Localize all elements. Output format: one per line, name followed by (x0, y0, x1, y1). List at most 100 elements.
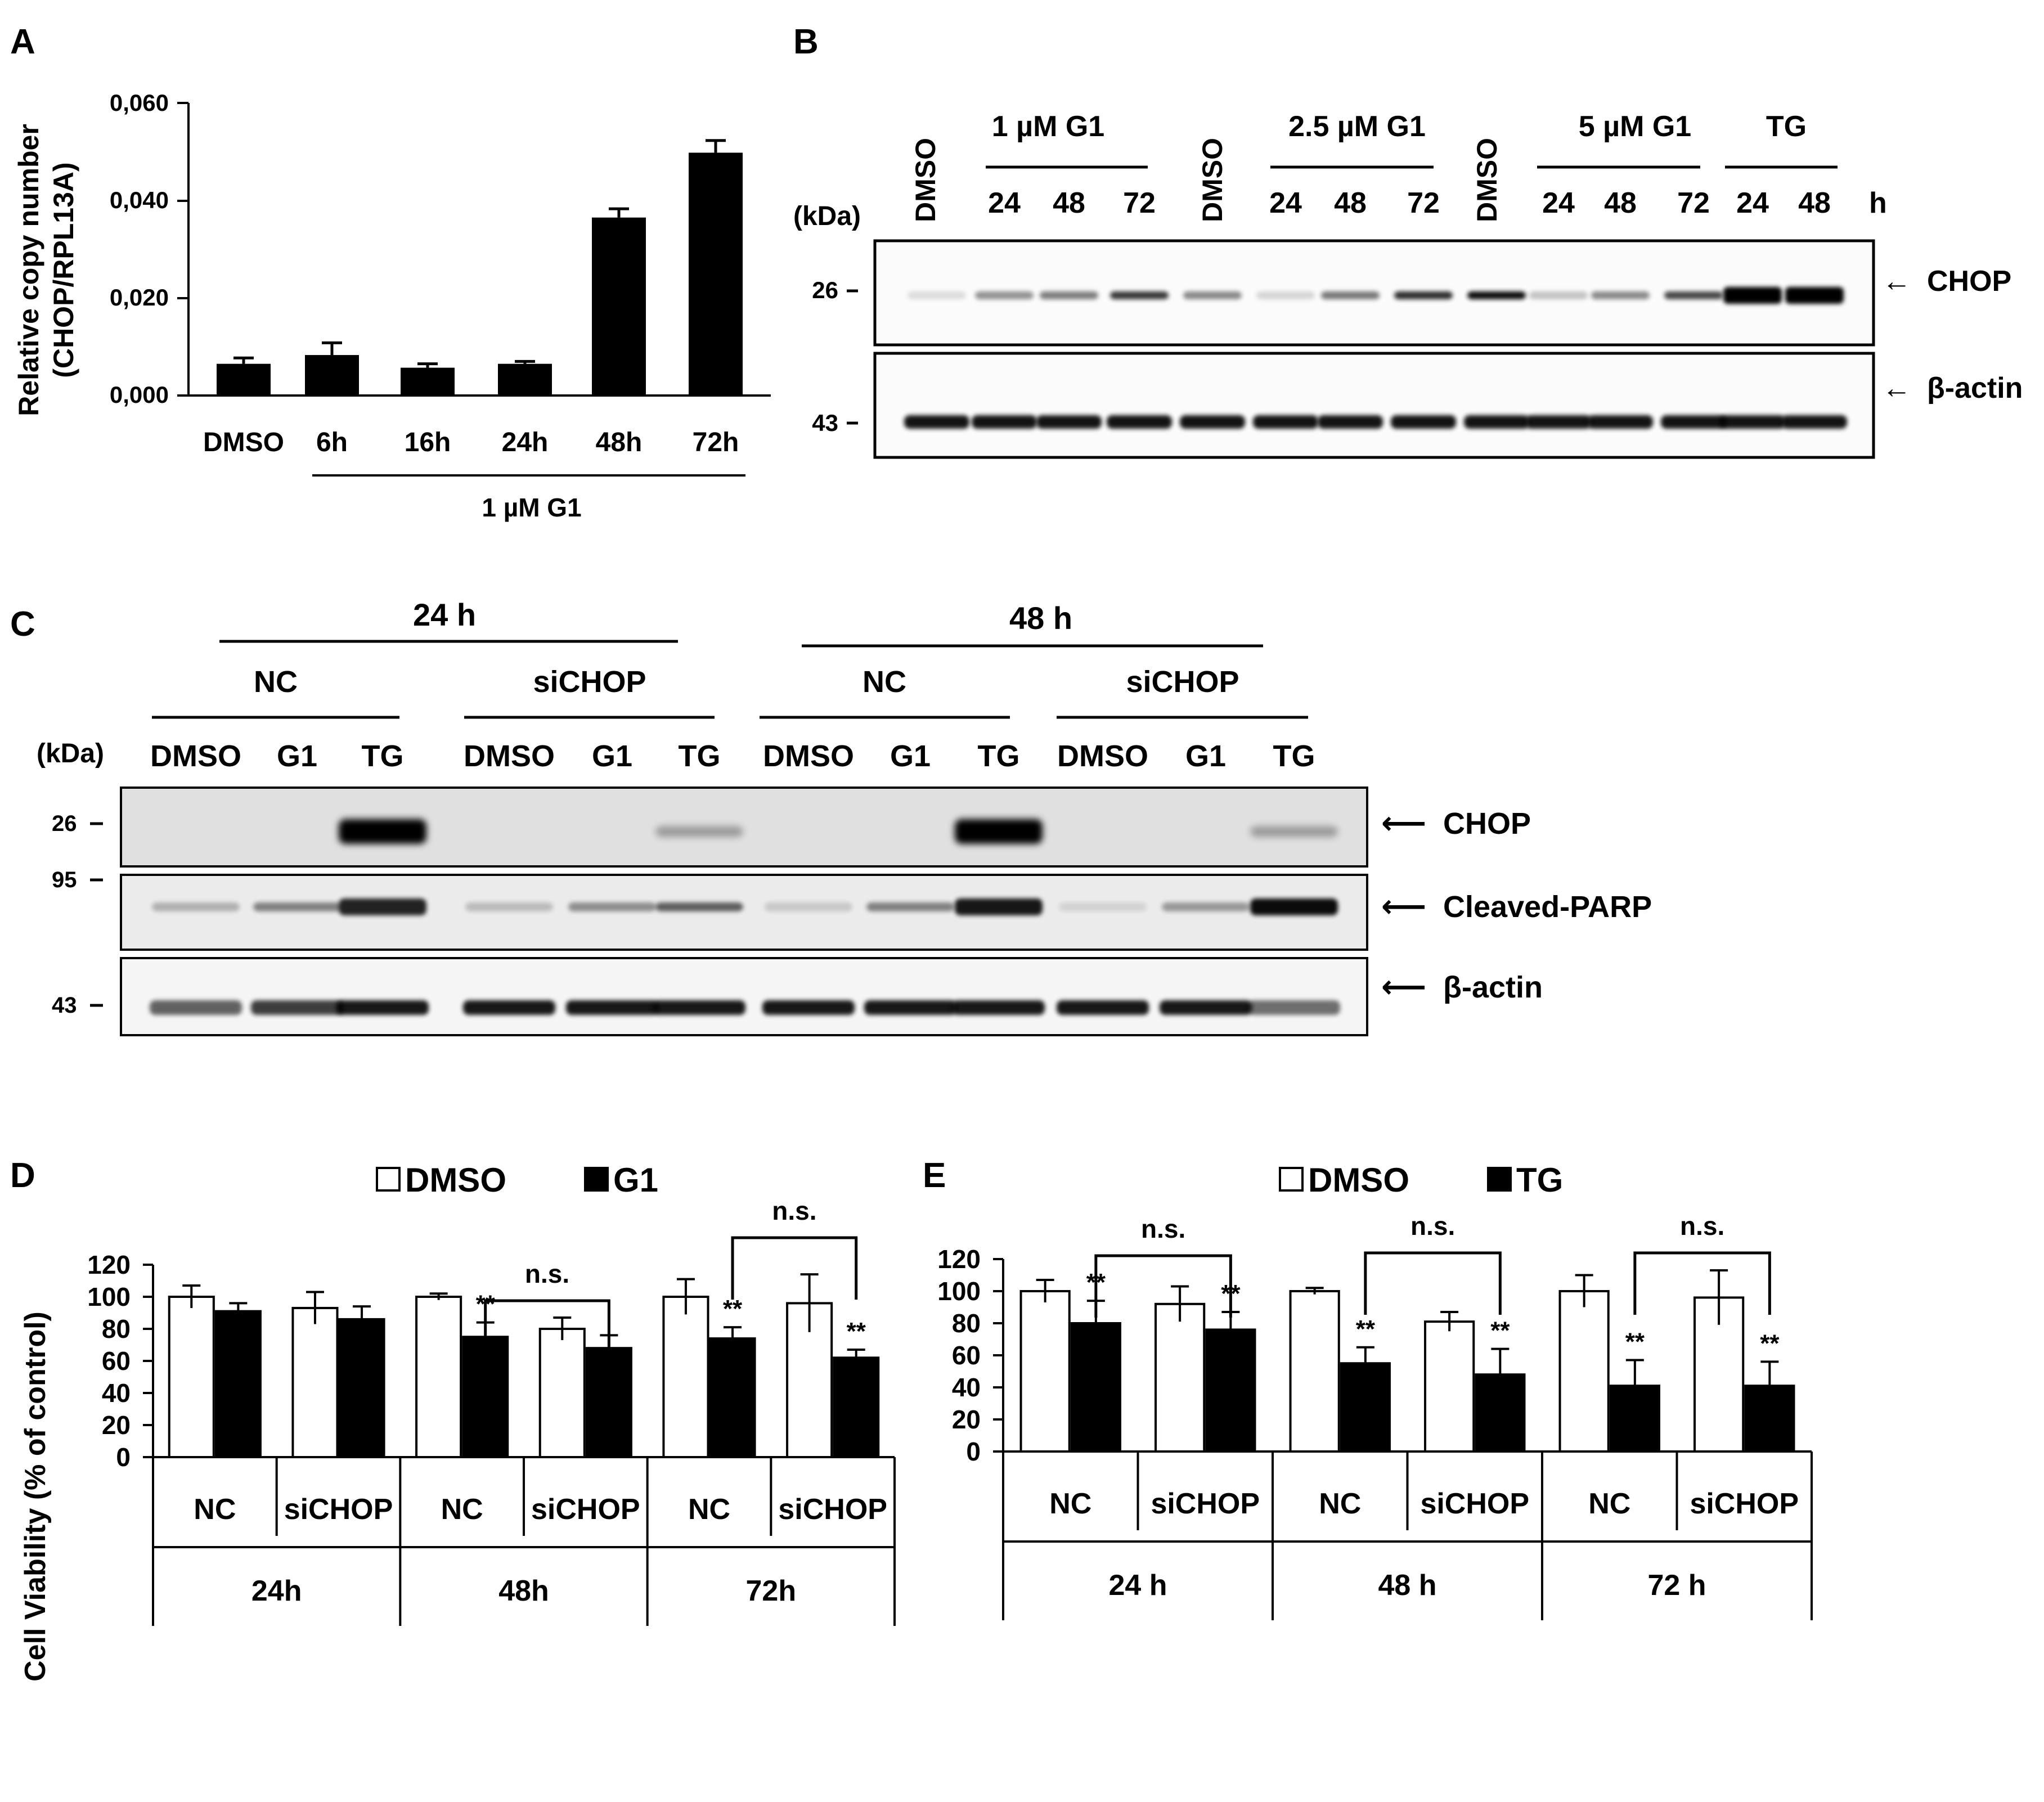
band (463, 1000, 555, 1015)
bar-dmso (1424, 1320, 1475, 1453)
band (150, 1000, 242, 1015)
time-label: 24 h (1108, 1569, 1167, 1602)
band (253, 902, 341, 911)
panel-b-dmso-label: DMSO (1471, 138, 1503, 222)
time-label: 48 (1334, 187, 1367, 219)
band (908, 291, 966, 299)
panel-c-marker-26: 26 (52, 811, 77, 836)
panel-b-dmso-label: DMSO (1197, 138, 1228, 222)
panel-b-arrow-actin: ← (1882, 372, 1911, 405)
panel-letter-d: D (10, 1156, 35, 1195)
band (568, 902, 656, 911)
group-label: siCHOP (778, 1493, 887, 1526)
bar-treatment (338, 1318, 385, 1458)
panel-c-band-label-parp: Cleaved-PARP (1443, 890, 1652, 924)
band (1253, 415, 1318, 429)
bar-dmso (538, 1328, 586, 1458)
band (1664, 291, 1723, 299)
bar-dmso (1558, 1290, 1610, 1453)
panel-letter-e: E (923, 1156, 946, 1195)
group-label: siCHOP (1151, 1488, 1260, 1520)
lane-label: G1 (592, 739, 632, 773)
bar-dmso (1154, 1302, 1206, 1453)
lane-label: DMSO (1057, 739, 1148, 773)
band (1591, 291, 1650, 299)
ytick-label: 20 (952, 1405, 981, 1434)
group-label: siCHOP (533, 665, 646, 699)
panel-c-arrow-actin: ⟵ (1381, 969, 1426, 1004)
time-label: 48 (1053, 187, 1085, 219)
lane-label: G1 (890, 739, 931, 773)
ytick-label: 80 (952, 1309, 981, 1338)
ytick-label: 60 (952, 1341, 981, 1370)
band (1391, 415, 1456, 429)
time-label: 48 (1798, 187, 1831, 219)
band (1040, 291, 1098, 299)
panel-e: DMSO TG 0 20 40 60 80 100 120 NC siCHOP NC siCHOP NC… (937, 1161, 1813, 1620)
panel-c-arrow-parp: ⟵ (1381, 888, 1426, 924)
panel-e-plot: 0 20 40 60 80 100 120 NC siCHOP NC siCHOP NC siCHOP 2… (937, 1211, 1813, 1620)
lane-label: DMSO (464, 739, 555, 773)
band (904, 415, 969, 429)
bar-treatment (833, 1356, 880, 1459)
significance-label: ** (847, 1318, 866, 1345)
panel-b-band-label-chop: CHOP (1927, 265, 2011, 298)
xtick-label: 16h (405, 428, 451, 457)
panel-e-legend: DMSO TG (1279, 1161, 1563, 1199)
panel-b-group-label: 2.5 µM G1 (1288, 110, 1426, 143)
legend-swatch-treatment (1487, 1167, 1512, 1192)
lane-label: TG (679, 739, 721, 773)
ytick-label: 100 (937, 1277, 981, 1306)
panel-c-chop-bands (339, 819, 1338, 844)
group-label: NC (1588, 1488, 1630, 1520)
panel-c-actin-bands (150, 1000, 1340, 1015)
band (1526, 415, 1591, 429)
band (1183, 291, 1242, 299)
band (1588, 415, 1653, 429)
significance-label: ** (1490, 1317, 1510, 1345)
panel-a-ytick-marks (177, 102, 188, 397)
band (765, 902, 852, 911)
band (1467, 291, 1526, 299)
panel-b-marker-43: 43 (812, 410, 838, 436)
panel-a-bracket-label: 1 µM G1 (482, 493, 581, 522)
panel-letter-a: A (10, 23, 35, 61)
panel-c-blot-chop (120, 787, 1368, 868)
legend-label-dmso: DMSO (1308, 1161, 1409, 1199)
time-label: 24 (1736, 187, 1769, 219)
group-label: NC (688, 1493, 730, 1526)
band (566, 1000, 658, 1015)
panel-b-kda-label: (kDa) (793, 201, 861, 231)
panel-a-xtick-labels: DMSO 6h 16h 24h 48h 72h (203, 428, 739, 457)
panel-a-ytick-label: 0,040 (110, 187, 169, 213)
xtick-label: 24h (502, 428, 549, 457)
group-label: NC (194, 1493, 236, 1526)
band (1321, 291, 1380, 299)
group-label: siCHOP (1126, 665, 1239, 699)
bar-dmso (662, 1296, 709, 1458)
group-label: NC (441, 1493, 483, 1526)
panel-b-hour-label: h (1869, 187, 1887, 219)
ytick-label: 0 (116, 1443, 131, 1472)
time-label: 24h (251, 1575, 302, 1607)
time-label: 72 (1123, 187, 1156, 219)
time-label: 24 (1269, 187, 1302, 219)
panel-b-group-label: TG (1766, 110, 1807, 143)
group-label: siCHOP (531, 1493, 640, 1526)
panel-c-blot-parp (120, 874, 1368, 951)
band (1250, 826, 1338, 837)
ytick-label: 60 (102, 1346, 131, 1376)
group-label: siCHOP (1420, 1488, 1529, 1520)
band (339, 819, 426, 844)
group-label: NC (1319, 1488, 1361, 1520)
band (653, 1000, 745, 1015)
lane-label: G1 (1185, 739, 1226, 773)
panel-b-time-labels: 24 48 72 24 48 72 24 48 72 24 48 (988, 187, 1831, 219)
panel-c-arrow-chop: ⟵ (1381, 805, 1426, 841)
ns-bracket (1633, 1251, 1771, 1315)
band (864, 1000, 956, 1015)
legend-label-dmso: DMSO (405, 1161, 506, 1199)
panel-a-ylabel: Relative copy number (CHOP/RPL13A) (13, 124, 79, 416)
band (1529, 291, 1588, 299)
band (655, 826, 743, 837)
